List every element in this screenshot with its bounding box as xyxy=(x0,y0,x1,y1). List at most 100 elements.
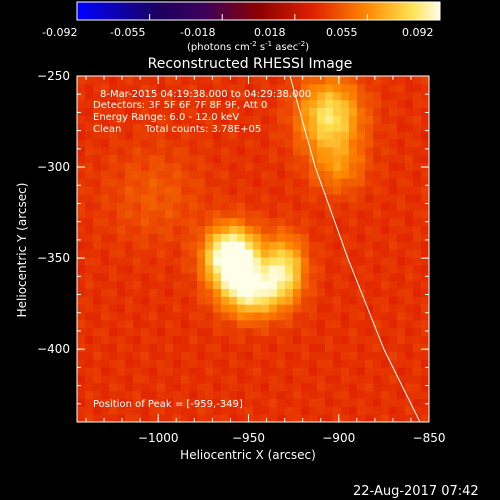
heatmap-cell xyxy=(149,351,158,360)
heatmap-cell xyxy=(309,225,318,234)
heatmap-cell xyxy=(229,398,238,407)
heatmap-cell xyxy=(325,304,334,313)
heatmap-cell xyxy=(93,217,102,227)
heatmap-cell xyxy=(221,296,230,305)
heatmap-cell xyxy=(77,146,86,156)
heatmap-cell xyxy=(309,288,318,297)
heatmap-cell xyxy=(245,264,254,274)
heatmap-cell xyxy=(101,343,110,352)
heatmap-cell xyxy=(197,233,206,242)
heatmap-cell xyxy=(293,319,302,329)
heatmap-cell xyxy=(181,193,190,203)
heatmap-cell xyxy=(333,76,342,85)
heatmap-cell xyxy=(301,217,310,227)
heatmap-cell xyxy=(317,280,326,289)
heatmap-cell xyxy=(141,359,150,368)
heatmap-cell xyxy=(165,83,174,93)
heatmap-cell xyxy=(189,382,198,392)
heatmap-cell xyxy=(373,280,382,289)
heatmap-cell xyxy=(253,225,262,234)
heatmap-cell xyxy=(133,272,142,282)
heatmap-cell xyxy=(285,390,294,400)
heatmap-cell xyxy=(93,351,102,360)
heatmap-cell xyxy=(101,225,110,234)
heatmap-cell xyxy=(293,233,302,242)
heatmap-cell xyxy=(421,170,429,179)
heatmap-cell xyxy=(349,154,358,164)
heatmap-cell xyxy=(317,233,326,242)
heatmap-cell xyxy=(269,288,278,297)
heatmap-cell xyxy=(149,162,158,171)
heatmap-cell xyxy=(389,272,398,282)
heatmap-cell xyxy=(397,414,406,422)
heatmap-cell xyxy=(269,76,278,85)
heatmap-cell xyxy=(229,311,238,321)
heatmap-cell xyxy=(341,225,350,234)
heatmap-cell xyxy=(309,209,318,219)
heatmap-cell xyxy=(157,193,166,203)
heatmap-cell xyxy=(117,414,126,422)
heatmap-cell xyxy=(421,178,429,187)
heatmap-cell xyxy=(261,225,270,234)
heatmap-cell xyxy=(261,138,270,148)
heatmap-cell xyxy=(261,123,270,132)
heatmap-cell xyxy=(173,76,182,85)
heatmap-cell xyxy=(373,319,382,329)
heatmap-cell xyxy=(365,99,374,109)
heatmap-cell xyxy=(253,83,262,93)
heatmap-cell xyxy=(93,288,102,297)
heatmap-cell xyxy=(85,374,94,384)
heatmap-cell xyxy=(253,414,262,422)
heatmap-cell xyxy=(301,76,310,85)
heatmap-cell xyxy=(77,327,86,337)
heatmap-cell xyxy=(253,382,262,392)
heatmap-cell xyxy=(373,138,382,148)
heatmap-cell xyxy=(293,241,302,250)
heatmap-cell xyxy=(365,107,374,116)
heatmap-cell xyxy=(181,256,190,266)
heatmap-cell xyxy=(125,83,134,93)
heatmap-cell xyxy=(85,115,94,124)
heatmap-cell xyxy=(413,107,422,116)
heatmap-cell xyxy=(141,366,150,376)
heatmap-cell xyxy=(277,178,286,187)
heatmap-cell xyxy=(381,382,390,392)
heatmap-cell xyxy=(357,217,366,227)
heatmap-cell xyxy=(149,406,158,415)
plot-frame xyxy=(76,75,430,423)
heatmap-cell xyxy=(373,256,382,266)
y-tick-label: −300 xyxy=(37,160,70,174)
heatmap-cell xyxy=(221,264,230,274)
heatmap-cell xyxy=(285,311,294,321)
heatmap-cell xyxy=(405,335,414,344)
heatmap-cell xyxy=(117,225,126,234)
heatmap-cell xyxy=(253,280,262,289)
heatmap-cell xyxy=(109,335,118,344)
heatmap-cell xyxy=(221,217,230,227)
heatmap-cell xyxy=(365,256,374,266)
heatmap-cell xyxy=(261,249,270,258)
heatmap-cell xyxy=(237,414,246,422)
heatmap-cell xyxy=(397,374,406,384)
heatmap-cell xyxy=(173,249,182,258)
heatmap-cell xyxy=(197,406,206,415)
heatmap-cell xyxy=(93,241,102,250)
heatmap-cell xyxy=(197,366,206,376)
heatmap-cell xyxy=(357,186,366,195)
heatmap-cell xyxy=(421,233,429,242)
heatmap-cell xyxy=(109,390,118,400)
heatmap-cell xyxy=(341,406,350,415)
heatmap-cell xyxy=(293,225,302,234)
heatmap-cell xyxy=(205,83,214,93)
heatmap-cell xyxy=(253,123,262,132)
heatmap-cell xyxy=(197,209,206,219)
heatmap-cell xyxy=(293,209,302,219)
heatmap-cell xyxy=(333,138,342,148)
heatmap-cell xyxy=(173,256,182,266)
heatmap-cell xyxy=(357,343,366,352)
heatmap-cell xyxy=(229,351,238,360)
heatmap-cell xyxy=(349,280,358,289)
heatmap-cell xyxy=(93,76,102,85)
heatmap-cell xyxy=(205,107,214,116)
heatmap-cell xyxy=(269,107,278,116)
